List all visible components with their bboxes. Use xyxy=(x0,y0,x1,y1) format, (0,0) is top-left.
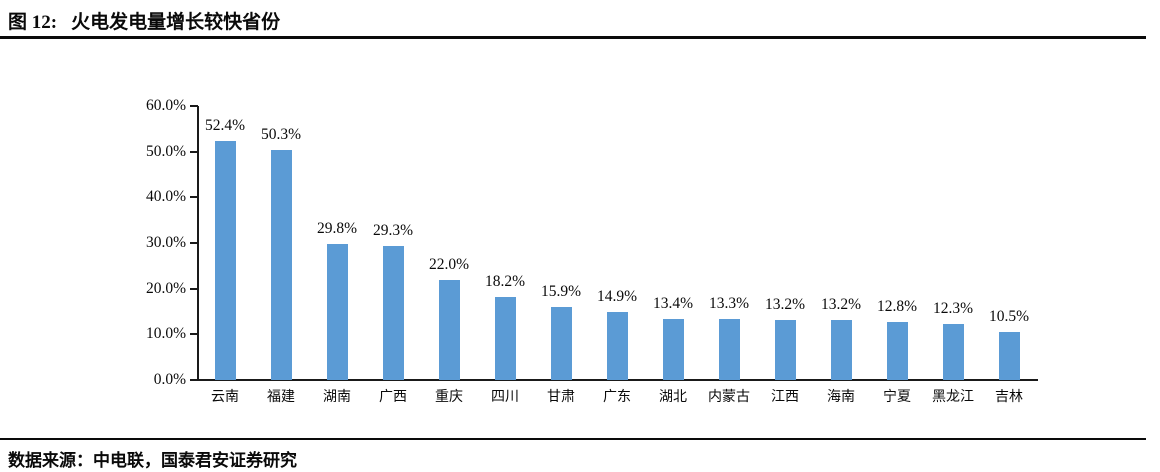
x-axis-category-label: 湖北 xyxy=(659,390,687,405)
y-axis-tick xyxy=(190,196,198,199)
x-axis-category-label: 内蒙古 xyxy=(708,390,750,405)
x-axis-category-label: 海南 xyxy=(827,390,855,405)
bar xyxy=(606,311,628,380)
bar-value-label: 52.4% xyxy=(204,116,246,134)
bar xyxy=(550,307,572,380)
x-axis-category-label: 甘肃 xyxy=(547,390,575,405)
x-axis-category-label: 广东 xyxy=(603,390,631,405)
x-axis-category-label: 吉林 xyxy=(995,390,1023,405)
y-axis-tick-label: 0.0% xyxy=(153,371,186,388)
bar xyxy=(662,318,684,380)
y-axis-tick-label: 20.0% xyxy=(145,279,186,297)
y-axis-tick xyxy=(190,242,198,244)
x-axis-category-label: 重庆 xyxy=(435,390,463,405)
bar xyxy=(774,319,796,380)
bar xyxy=(886,321,908,380)
x-axis-category-label: 福建 xyxy=(267,390,295,405)
bar xyxy=(382,246,404,380)
bar-value-label: 29.8% xyxy=(316,219,358,237)
header-divider xyxy=(0,36,1146,39)
footer-divider xyxy=(0,438,1146,440)
bar-value-label: 29.3% xyxy=(372,222,414,240)
bar xyxy=(270,150,292,380)
x-axis-category-label: 湖南 xyxy=(323,390,351,405)
x-axis-category-label: 广西 xyxy=(379,390,407,405)
bar-value-label: 15.9% xyxy=(540,283,582,301)
bar xyxy=(718,319,740,380)
bar xyxy=(998,332,1020,380)
bar xyxy=(326,243,348,380)
bar-value-label: 13.2% xyxy=(820,295,862,313)
bar-value-label: 18.2% xyxy=(484,272,526,290)
figure-title: 图 12: 火电发电量增长较快省份 xyxy=(8,7,280,34)
y-axis-tick-label: 60.0% xyxy=(145,97,186,114)
x-axis-category-label: 四川 xyxy=(491,390,519,405)
bar-value-label: 10.5% xyxy=(988,308,1030,326)
figure-number-label: 图 12: xyxy=(8,12,58,33)
x-axis-category-label: 云南 xyxy=(211,390,239,405)
x-axis-category-label: 宁夏 xyxy=(883,390,911,405)
x-axis-category-label: 江西 xyxy=(771,390,799,405)
bar xyxy=(942,323,964,380)
y-axis-tick xyxy=(190,379,198,381)
source-note: 数据来源：中电联，国泰君安证券研究 xyxy=(8,451,297,470)
bar-value-label: 22.0% xyxy=(428,255,470,273)
bar-value-label: 13.4% xyxy=(652,294,694,312)
figure-title-text: 火电发电量增长较快省份 xyxy=(71,12,281,33)
bar xyxy=(830,319,852,380)
bar xyxy=(214,140,236,380)
y-axis-tick xyxy=(190,287,198,290)
y-axis-tick-label: 40.0% xyxy=(145,188,186,206)
y-axis-tick-label: 50.0% xyxy=(145,142,186,160)
y-axis-tick-label: 30.0% xyxy=(145,234,186,251)
bar-value-label: 13.2% xyxy=(764,295,806,313)
bar xyxy=(438,279,460,380)
bar xyxy=(494,296,516,380)
bar-value-label: 14.9% xyxy=(596,287,638,305)
x-axis-category-label: 黑龙江 xyxy=(932,390,974,405)
y-axis-tick-label: 10.0% xyxy=(145,325,186,343)
y-axis-tick xyxy=(190,333,198,336)
bar-value-label: 12.8% xyxy=(876,297,918,315)
y-axis-tick xyxy=(190,105,198,107)
bar-value-label: 50.3% xyxy=(260,126,302,144)
y-axis-tick xyxy=(190,150,198,153)
bar-value-label: 13.3% xyxy=(708,295,750,313)
bar-value-label: 12.3% xyxy=(932,299,974,317)
